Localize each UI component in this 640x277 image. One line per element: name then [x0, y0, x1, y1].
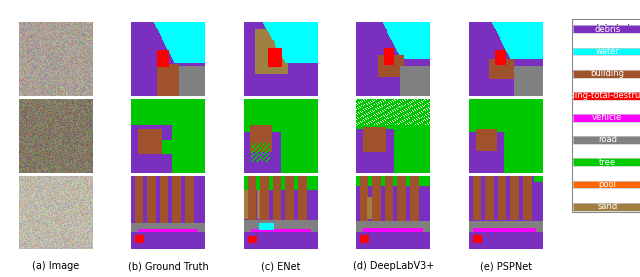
Text: (e) PSPNet: (e) PSPNet	[480, 261, 532, 271]
Text: (a) Image: (a) Image	[32, 261, 79, 271]
Text: unlabeled: unlabeled	[585, 24, 630, 32]
Text: (b) Ground Truth: (b) Ground Truth	[127, 261, 209, 271]
Text: water: water	[595, 47, 620, 56]
Text: sand: sand	[597, 202, 618, 211]
Text: vehicle: vehicle	[592, 113, 623, 122]
Text: (c) ENet: (c) ENet	[261, 261, 300, 271]
Text: pool: pool	[598, 180, 616, 189]
Text: road: road	[598, 135, 617, 144]
Text: (d) DeepLabV3+: (d) DeepLabV3+	[353, 261, 434, 271]
Text: building-total-destruction: building-total-destruction	[554, 91, 640, 100]
Text: debris: debris	[594, 25, 621, 34]
Text: building: building	[590, 69, 625, 78]
Text: tree: tree	[599, 158, 616, 166]
